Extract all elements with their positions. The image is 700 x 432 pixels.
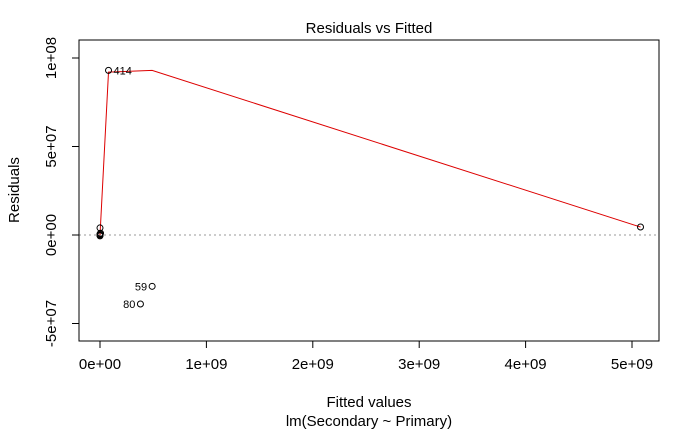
smoother-line [99, 69, 641, 236]
data-point [105, 66, 113, 74]
x-tick-label: 2e+09 [292, 356, 334, 373]
x-tick-label: 0e+00 [79, 356, 121, 373]
point-label: 59 [135, 281, 147, 293]
chart-title: Residuals vs Fitted [306, 20, 433, 37]
data-point [96, 224, 104, 232]
y-tick-label: 0e+00 [43, 214, 60, 256]
y-axis-label: Residuals [6, 157, 23, 223]
y-tick-label: 5e+07 [43, 125, 60, 167]
data-point [96, 232, 104, 240]
y-tick-label: 1e+08 [43, 37, 60, 79]
data-point [97, 229, 105, 237]
x-tick-label: 1e+09 [185, 356, 227, 373]
plot-box [78, 39, 660, 342]
x-tick-label: 3e+09 [398, 356, 440, 373]
x-axis-label: Fitted values [326, 394, 411, 411]
data-point [136, 300, 144, 308]
x-tick-label: 4e+09 [505, 356, 547, 373]
x-tick-label: 5e+09 [611, 356, 653, 373]
y-axis: -5e+07 0e+00 5e+07 1e+08 [43, 37, 80, 347]
point-label: 414 [114, 65, 132, 77]
data-point [148, 282, 156, 290]
point-label: 80 [123, 299, 135, 311]
x-axis: 0e+00 1e+09 2e+09 3e+09 4e+09 5e+09 [79, 340, 653, 373]
data-point [637, 223, 645, 231]
y-tick-label: -5e+07 [43, 300, 60, 347]
chart-subtitle: lm(Secondary ~ Primary) [286, 413, 452, 430]
